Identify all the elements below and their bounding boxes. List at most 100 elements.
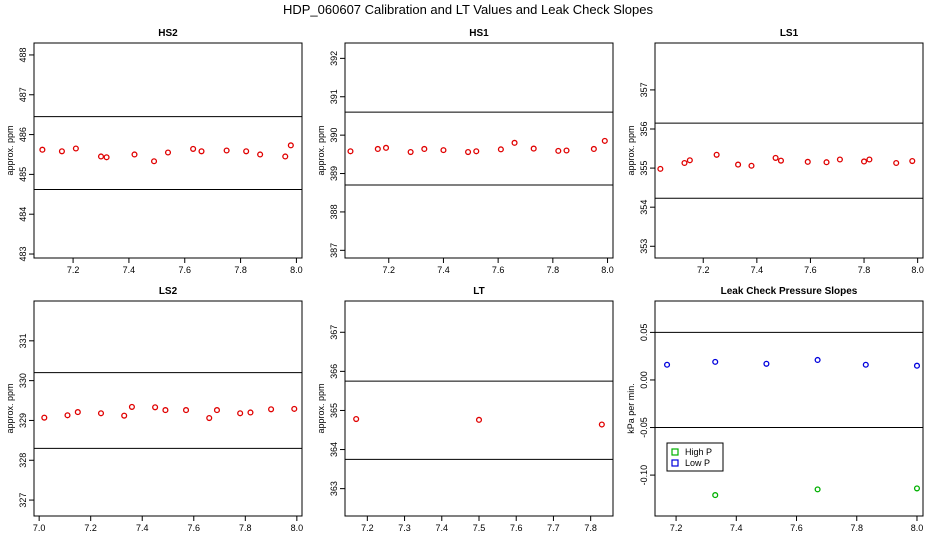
data-point — [58, 148, 65, 155]
y-tick-label: 356 — [639, 121, 649, 136]
y-axis-label: approx. ppm — [626, 125, 636, 175]
panel-3: LS1 7.2 7.4 7.6 7.8 8.0 353 354 355 356 357 approx.… — [626, 28, 924, 275]
data-point — [777, 157, 785, 164]
y-tick-label: 487 — [18, 87, 28, 102]
x-tick-label: 7.6 — [492, 265, 505, 275]
data-point — [64, 412, 71, 419]
plot-frame — [654, 42, 924, 259]
data-point — [103, 154, 110, 161]
data-point — [590, 145, 597, 153]
data-point — [763, 360, 770, 367]
y-tick-label: 0.00 — [639, 371, 649, 389]
y-tick-label: 392 — [329, 51, 339, 66]
data-point — [555, 147, 562, 154]
data-point — [190, 145, 197, 152]
y-tick-label: 484 — [18, 207, 28, 222]
y-tick-label: 488 — [18, 47, 28, 62]
data-point — [39, 146, 46, 153]
x-tick-label: 7.8 — [858, 265, 871, 275]
y-tick-label: 329 — [18, 413, 28, 428]
y-tick-label: -0.05 — [639, 417, 649, 438]
data-point — [440, 147, 447, 154]
data-point — [473, 148, 480, 155]
y-tick-label: 364 — [329, 442, 339, 457]
y-axis-label: approx. ppm — [316, 125, 326, 175]
data-point — [686, 157, 693, 164]
data-point — [598, 421, 605, 428]
x-tick-label: 7.6 — [790, 523, 803, 533]
x-tick-label: 7.2 — [67, 265, 80, 275]
data-point — [257, 151, 264, 158]
y-axis-label: approx. ppm — [5, 125, 15, 175]
y-tick-label: 355 — [639, 161, 649, 176]
y-tick-label: 354 — [639, 200, 649, 215]
data-point — [268, 406, 275, 413]
data-point — [206, 415, 213, 422]
x-tick-label: 7.6 — [510, 523, 523, 533]
data-point — [182, 407, 190, 414]
data-point — [74, 409, 81, 416]
x-tick-label: 7.4 — [436, 523, 449, 533]
data-point — [128, 403, 135, 410]
x-tick-label: 7.4 — [123, 265, 136, 275]
panel-title: Leak Check Pressure Slopes — [721, 286, 858, 297]
legend-swatch — [671, 448, 679, 456]
x-tick-label: 7.7 — [547, 523, 560, 533]
data-point — [353, 416, 360, 423]
x-tick-label: 7.5 — [473, 523, 486, 533]
data-point — [347, 148, 354, 155]
data-point — [198, 148, 205, 155]
x-tick-label: 7.6 — [178, 265, 191, 275]
data-point — [287, 142, 294, 149]
data-point — [814, 486, 821, 493]
data-point — [563, 147, 570, 154]
y-tick-label: 331 — [18, 333, 28, 348]
x-tick-label: 7.2 — [361, 523, 374, 533]
data-point — [162, 407, 169, 414]
data-point — [772, 154, 779, 161]
y-axis-label: kPa per min. — [626, 383, 636, 434]
data-point — [223, 147, 230, 154]
y-tick-label: 328 — [18, 453, 28, 468]
legend-label: Low P — [685, 458, 710, 468]
data-point — [243, 148, 250, 155]
y-tick-label: 367 — [329, 325, 339, 340]
data-point — [530, 145, 537, 152]
data-point — [150, 158, 158, 165]
x-tick-label: 7.6 — [804, 265, 817, 275]
x-tick-label: 8.0 — [601, 265, 614, 275]
data-point — [663, 361, 671, 368]
x-tick-label: 7.8 — [547, 265, 560, 275]
data-point — [97, 153, 105, 160]
y-tick-label: 330 — [18, 373, 28, 388]
panel-4: LS2 7.0 7.2 7.4 7.6 7.8 8.0 327 328 329 330 331 appr… — [5, 286, 303, 533]
plot-frame — [33, 300, 303, 517]
data-point — [713, 151, 720, 158]
figure-title: HDP_060607 Calibration and LT Values and… — [283, 2, 654, 17]
y-tick-label: 486 — [18, 127, 28, 142]
data-point — [748, 162, 755, 169]
data-point — [860, 158, 868, 165]
data-point — [282, 153, 289, 160]
data-point — [497, 146, 504, 153]
panel-title: HS1 — [469, 28, 489, 39]
data-point — [913, 362, 921, 369]
y-tick-label: 363 — [329, 481, 339, 496]
x-tick-label: 7.4 — [751, 265, 764, 275]
data-point — [909, 158, 916, 165]
data-point — [804, 158, 811, 165]
y-tick-label: 391 — [329, 89, 339, 104]
x-tick-label: 7.0 — [33, 523, 46, 533]
data-point — [121, 412, 128, 419]
data-point — [836, 156, 843, 163]
data-point — [291, 405, 298, 412]
x-tick-label: 7.2 — [84, 523, 97, 533]
data-point — [465, 148, 472, 156]
y-axis-label: approx. ppm — [316, 383, 326, 433]
x-tick-label: 7.4 — [730, 523, 743, 533]
x-tick-label: 7.4 — [136, 523, 149, 533]
panel-title: LS2 — [159, 286, 178, 297]
data-point — [657, 165, 664, 172]
